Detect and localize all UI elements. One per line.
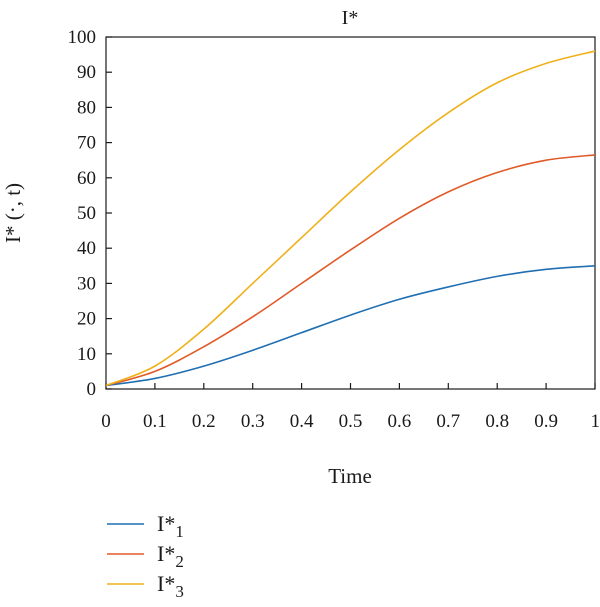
legend-label-subscript: 3 [175,582,184,601]
series-line-1 [105,265,596,387]
y-tick-label: 90 [77,62,96,83]
y-tick-label: 100 [68,27,97,48]
y-axis-label: I* (·, t) [1,183,25,243]
legend-label-base: I* [157,571,175,596]
x-tick-label: 0.6 [388,411,412,432]
legend-label-base: I* [157,511,175,536]
legend-label-subscript: 2 [175,552,184,571]
y-tick-label: 60 [77,168,96,189]
x-axis: 0 0.1 0.2 0.3 0.4 0.5 0.6 0.7 0.8 0.9 1 [101,383,600,432]
plot-lines [105,50,596,387]
series-line-3 [105,50,596,387]
x-tick-label: 0.9 [534,411,558,432]
legend: I*1I*2I*3 [107,511,184,601]
y-tick-label: 80 [77,97,96,118]
y-tick-label: 0 [87,379,97,400]
x-tick-label: 0.8 [485,411,509,432]
legend-label: I*1 [157,511,184,541]
y-tick-label: 50 [77,203,96,224]
legend-entry-2: I*2 [107,541,184,571]
plot-frame [105,36,596,390]
x-tick-label: 0.2 [192,411,216,432]
x-axis-label: Time [328,464,372,488]
legend-label-base: I* [157,541,175,566]
y-tick-label: 20 [77,309,96,330]
legend-entry-1: I*1 [107,511,184,541]
x-tick-label: 0.7 [436,411,460,432]
x-tick-label: 0.4 [290,411,314,432]
y-tick-label: 70 [77,133,96,154]
y-axis: 0 10 20 30 40 50 60 70 80 90 100 [68,27,112,400]
x-tick-label: 0 [101,411,111,432]
legend-label: I*3 [157,571,184,601]
x-tick-label: 1 [591,411,600,432]
chart-title: I* [342,7,359,29]
x-tick-label: 0.5 [339,411,363,432]
y-tick-label: 30 [77,273,96,294]
y-tick-label: 10 [77,344,96,365]
x-tick-label: 0.3 [241,411,265,432]
x-tick-label: 0.1 [143,411,167,432]
legend-label: I*2 [157,541,184,571]
legend-label-subscript: 1 [175,522,184,541]
legend-entry-3: I*3 [107,571,184,601]
y-tick-label: 40 [77,238,96,259]
series-line-2 [105,154,596,387]
